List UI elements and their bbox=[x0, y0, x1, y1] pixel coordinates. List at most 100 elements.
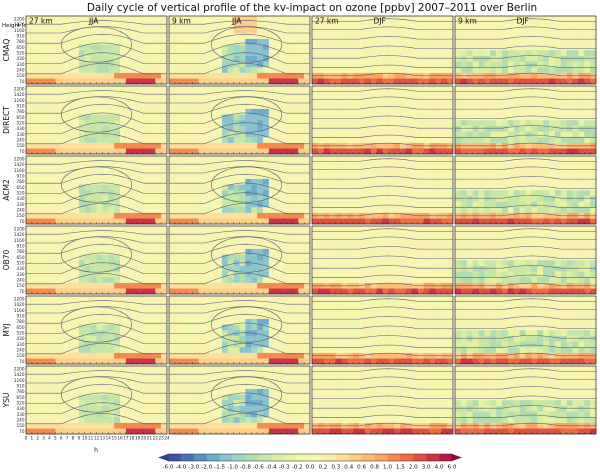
heat-cell bbox=[204, 212, 211, 219]
contour-line bbox=[26, 192, 167, 204]
heat-cell bbox=[114, 131, 121, 138]
heat-cell bbox=[364, 142, 371, 149]
heat-cell bbox=[268, 86, 275, 92]
heat-cell bbox=[239, 103, 246, 109]
heat-cell bbox=[149, 91, 156, 98]
heat-cell bbox=[335, 248, 342, 255]
heat-cell bbox=[447, 254, 454, 261]
heat-cell bbox=[304, 201, 311, 208]
heat-cell bbox=[347, 184, 354, 191]
heat-cell bbox=[192, 248, 199, 255]
heat-cell bbox=[478, 91, 485, 98]
heat-cell bbox=[298, 195, 305, 202]
heat-cell bbox=[370, 131, 377, 138]
heat-cell bbox=[359, 61, 366, 68]
heat-cell bbox=[61, 50, 68, 56]
heat-cell bbox=[49, 72, 56, 79]
heat-cell bbox=[257, 44, 264, 51]
heat-cell bbox=[198, 72, 205, 79]
heat-cell bbox=[251, 231, 258, 238]
heat-cell bbox=[280, 173, 287, 179]
heat-cell bbox=[149, 103, 156, 109]
heat-cell bbox=[198, 173, 205, 179]
heat-cell bbox=[466, 33, 473, 39]
heat-cell bbox=[120, 226, 127, 232]
heat-cell bbox=[584, 55, 591, 62]
heat-cell bbox=[417, 103, 424, 109]
heat-cell bbox=[221, 120, 228, 126]
heat-cell bbox=[180, 237, 187, 244]
heat-cell bbox=[513, 114, 520, 121]
heat-cell bbox=[335, 91, 342, 98]
heat-cell bbox=[161, 125, 168, 132]
heat-cell bbox=[186, 190, 193, 196]
heat-cell bbox=[531, 50, 538, 56]
heat-cell bbox=[460, 190, 467, 196]
heat-cell bbox=[502, 161, 509, 168]
heat-cell bbox=[323, 44, 330, 51]
heat-cell bbox=[137, 161, 144, 168]
heat-cell bbox=[478, 108, 485, 115]
heat-cell bbox=[376, 55, 383, 62]
contour-line bbox=[169, 166, 310, 174]
heat-cell bbox=[429, 184, 436, 191]
heat-cell bbox=[441, 265, 448, 272]
heat-cell bbox=[341, 91, 348, 98]
heat-cell bbox=[472, 125, 479, 132]
heat-cell bbox=[400, 120, 407, 126]
heat-cell bbox=[210, 120, 217, 126]
heat-cell bbox=[227, 161, 234, 168]
heat-cell bbox=[192, 277, 199, 283]
heat-cell bbox=[543, 50, 550, 56]
heat-cell bbox=[49, 131, 56, 138]
heat-cell bbox=[537, 265, 544, 272]
heat-cell bbox=[317, 86, 324, 92]
heat-cell bbox=[49, 97, 56, 104]
heat-cell bbox=[388, 33, 395, 39]
heat-cell bbox=[370, 248, 377, 255]
heat-cell bbox=[263, 248, 270, 255]
heat-cell bbox=[417, 86, 424, 92]
heat-cell bbox=[406, 78, 413, 85]
heat-cell bbox=[572, 67, 579, 73]
heat-cell bbox=[31, 178, 38, 185]
heat-cell bbox=[274, 265, 281, 272]
heat-cell bbox=[26, 114, 33, 121]
heat-cell bbox=[120, 86, 127, 92]
heat-cell bbox=[198, 91, 205, 98]
heat-cell bbox=[221, 103, 228, 109]
heat-cell bbox=[560, 277, 567, 283]
heat-cell bbox=[263, 97, 270, 104]
heat-cell bbox=[204, 67, 211, 73]
heat-cell bbox=[120, 254, 127, 261]
heat-cell bbox=[221, 21, 228, 28]
heat-cell bbox=[549, 21, 556, 28]
heat-cell bbox=[400, 178, 407, 185]
heat-cell bbox=[478, 178, 485, 185]
heat-cell bbox=[370, 125, 377, 132]
heat-cell bbox=[572, 114, 579, 121]
heat-cell bbox=[263, 67, 270, 73]
heat-cell bbox=[90, 226, 97, 232]
heat-cell bbox=[502, 44, 509, 51]
heat-cell bbox=[149, 33, 156, 39]
heat-cell bbox=[411, 218, 418, 225]
heat-cell bbox=[525, 142, 532, 149]
heat-cell bbox=[537, 271, 544, 278]
heat-cell bbox=[466, 207, 473, 213]
heat-cell bbox=[233, 148, 240, 155]
heat-cell bbox=[143, 260, 150, 266]
contour-line bbox=[312, 96, 453, 100]
heat-cell bbox=[251, 137, 258, 143]
heat-cell bbox=[423, 178, 430, 185]
heat-cell bbox=[329, 237, 336, 244]
heat-cell bbox=[460, 277, 467, 283]
heat-cell bbox=[245, 207, 252, 213]
heat-cell bbox=[245, 38, 252, 45]
heat-cell bbox=[359, 260, 366, 266]
heat-cell bbox=[335, 173, 342, 179]
heat-cell bbox=[198, 61, 205, 68]
heat-cell bbox=[78, 201, 85, 208]
heat-cell bbox=[78, 282, 85, 289]
heat-cell bbox=[204, 178, 211, 185]
